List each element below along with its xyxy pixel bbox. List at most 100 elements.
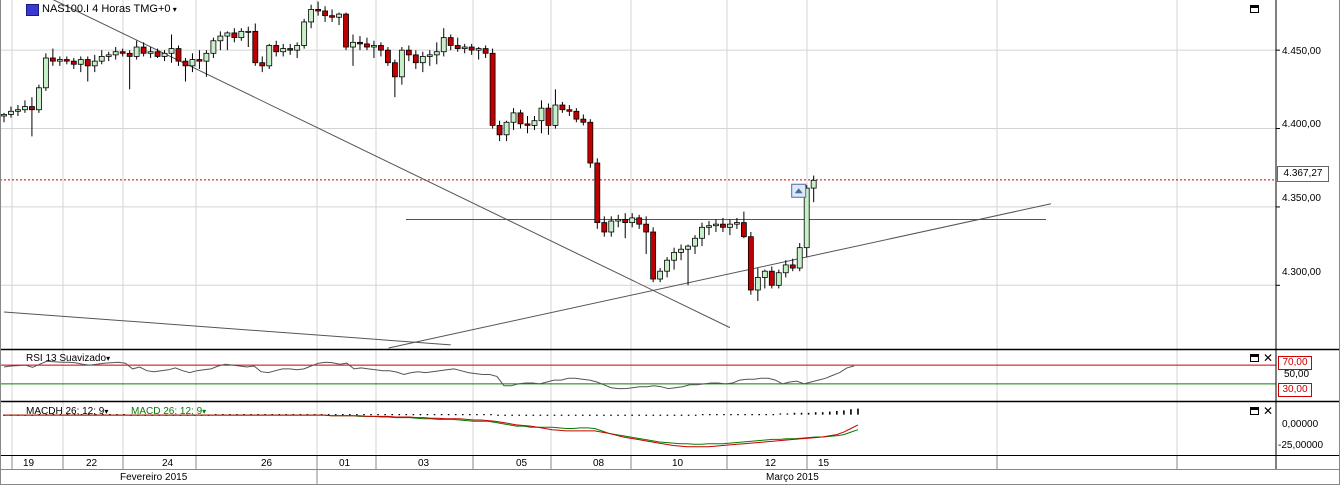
- dropdown-arrow-icon[interactable]: ▾: [202, 407, 207, 416]
- candle-body: [238, 30, 245, 39]
- macdh-bar: [708, 414, 711, 416]
- time-tick-label: 19: [23, 458, 35, 469]
- macd-line: [4, 414, 859, 445]
- candle-body: [461, 46, 468, 49]
- macd-title[interactable]: MACD 26; 12; 9▾: [131, 405, 206, 418]
- macdh-bar: [426, 414, 429, 416]
- macdh-bar: [497, 414, 499, 416]
- close-icon[interactable]: ✕: [1263, 351, 1274, 365]
- candle-body: [56, 59, 63, 62]
- macdh-bar: [511, 414, 513, 416]
- candle-body: [747, 236, 754, 291]
- price-tick-label: 4.300,00: [1282, 267, 1321, 278]
- candle-body: [440, 37, 447, 53]
- macdh-bar: [828, 411, 831, 415]
- candle-body: [650, 231, 657, 280]
- candle-body: [678, 248, 684, 253]
- maximize-icon[interactable]: [1250, 354, 1259, 362]
- candle-body: [566, 109, 573, 112]
- candle-body: [280, 48, 287, 53]
- dropdown-arrow-icon[interactable]: ▾: [104, 407, 109, 416]
- macdh-bar: [454, 414, 457, 416]
- candle-body: [482, 48, 489, 54]
- macdh-bar: [673, 414, 676, 416]
- candle-body: [364, 43, 370, 48]
- macdh-bar: [356, 414, 358, 416]
- rsi-title[interactable]: RSI 13 Suavizado▾: [26, 352, 110, 365]
- candle-body: [140, 46, 147, 54]
- macdh-bar: [680, 414, 683, 416]
- candle-body: [189, 59, 196, 67]
- macdh-bar: [821, 412, 824, 415]
- rsi-label: RSI 13 Suavizado: [26, 353, 107, 364]
- candle-body: [343, 13, 349, 48]
- macdh-bar: [553, 414, 556, 416]
- candle-body: [587, 121, 594, 164]
- candle-body: [796, 247, 803, 269]
- candle-body: [419, 56, 426, 64]
- candle-body: [112, 51, 119, 56]
- macdh-bar: [440, 414, 443, 416]
- macdh-bar: [490, 414, 492, 416]
- candle-body: [378, 45, 384, 51]
- candle-body: [49, 57, 56, 62]
- candle-body: [720, 223, 726, 228]
- candle-body: [336, 13, 342, 18]
- candle-body: [301, 21, 308, 46]
- macdh-bar: [363, 414, 365, 416]
- close-icon[interactable]: ✕: [1263, 404, 1274, 418]
- rsi-lower-label: 30,00: [1278, 383, 1312, 397]
- macdh-bar: [807, 412, 810, 415]
- candle-body: [622, 219, 629, 223]
- macdh-bar: [701, 414, 704, 416]
- candle-body: [322, 10, 328, 17]
- dropdown-arrow-icon[interactable]: ▾: [170, 5, 177, 14]
- month-label: Março 2015: [766, 472, 819, 483]
- trendline-lower: [3, 311, 451, 346]
- candle-body: [727, 223, 733, 228]
- time-tick-label: 15: [818, 458, 830, 469]
- candle-body: [552, 104, 559, 126]
- macdh-bar: [581, 414, 584, 416]
- alert-marker-arrow: [794, 188, 803, 194]
- candle-body: [545, 107, 552, 126]
- macdh-bar: [603, 414, 605, 416]
- macdh-bar: [539, 414, 542, 416]
- macdh-bar: [377, 414, 379, 416]
- dropdown-arrow-icon[interactable]: ▾: [106, 354, 111, 363]
- time-tick-label: 26: [261, 458, 273, 469]
- maximize-icon[interactable]: [1250, 5, 1259, 13]
- candle-body: [524, 123, 531, 126]
- candle-body: [147, 51, 154, 54]
- macdh-title[interactable]: MACDH 26; 12; 9▾: [26, 405, 108, 418]
- time-tick-label: 22: [86, 458, 98, 469]
- candle-body: [754, 277, 761, 291]
- candle-body: [126, 52, 133, 57]
- price-tick-label: 4.350,00: [1282, 193, 1321, 204]
- macdh-bar: [744, 414, 746, 416]
- candle-body: [42, 57, 49, 89]
- macdh-bar: [334, 414, 337, 416]
- signal-line: [4, 414, 859, 448]
- candle-body: [119, 51, 126, 54]
- price-tick-label: 4.450,00: [1282, 46, 1321, 57]
- candle-body: [761, 270, 768, 278]
- candle-body: [580, 118, 587, 123]
- candle-body: [671, 251, 677, 261]
- macdh-bar: [433, 414, 436, 416]
- macdh-bar: [596, 414, 598, 416]
- candle-body: [196, 59, 203, 62]
- candle-body: [29, 106, 35, 111]
- candle-body: [412, 54, 419, 64]
- candle-body: [538, 107, 545, 122]
- candle-body: [734, 222, 740, 225]
- rsi-upper-label: 70,00: [1278, 356, 1312, 370]
- price-tick-label: 4.400,00: [1282, 119, 1321, 130]
- candle-body: [15, 109, 21, 112]
- macdh-bar: [412, 414, 415, 416]
- candle-body: [643, 223, 650, 233]
- symbol-label: NAS100.I 4 Horas TMG+0: [42, 3, 171, 15]
- maximize-icon[interactable]: [1250, 407, 1259, 415]
- symbol-title[interactable]: NAS100.I 4 Horas TMG+0 ▾: [42, 3, 177, 16]
- macdh-bar: [574, 414, 577, 416]
